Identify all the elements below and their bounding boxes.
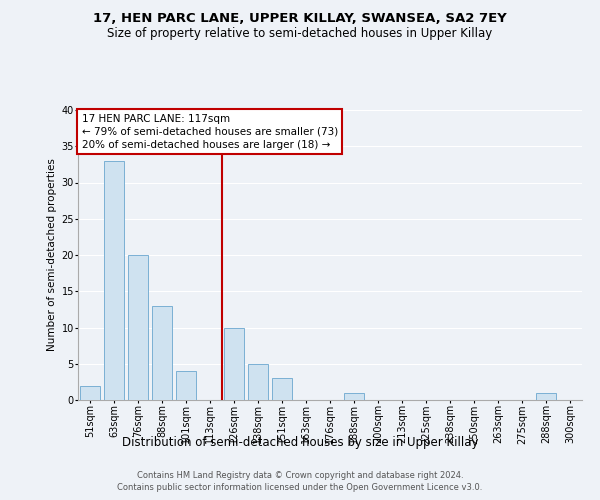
Bar (80, 386, 100, 400)
Bar (224, 328, 244, 400)
Bar (176, 371, 196, 400)
Text: 17, HEN PARC LANE, UPPER KILLAY, SWANSEA, SA2 7EY: 17, HEN PARC LANE, UPPER KILLAY, SWANSEA… (93, 12, 507, 26)
Bar (152, 306, 172, 400)
Text: Contains HM Land Registry data © Crown copyright and database right 2024.: Contains HM Land Registry data © Crown c… (137, 472, 463, 480)
Bar (272, 378, 292, 400)
Text: Distribution of semi-detached houses by size in Upper Killay: Distribution of semi-detached houses by … (122, 436, 478, 449)
Bar (128, 255, 148, 400)
Bar (104, 161, 124, 400)
Y-axis label: Number of semi-detached properties: Number of semi-detached properties (47, 158, 57, 352)
Text: Contains public sector information licensed under the Open Government Licence v3: Contains public sector information licen… (118, 483, 482, 492)
Bar (344, 393, 364, 400)
Text: 17 HEN PARC LANE: 117sqm
← 79% of semi-detached houses are smaller (73)
20% of s: 17 HEN PARC LANE: 117sqm ← 79% of semi-d… (82, 114, 338, 150)
Bar (248, 364, 268, 400)
Bar (536, 393, 556, 400)
Text: Size of property relative to semi-detached houses in Upper Killay: Size of property relative to semi-detach… (107, 28, 493, 40)
